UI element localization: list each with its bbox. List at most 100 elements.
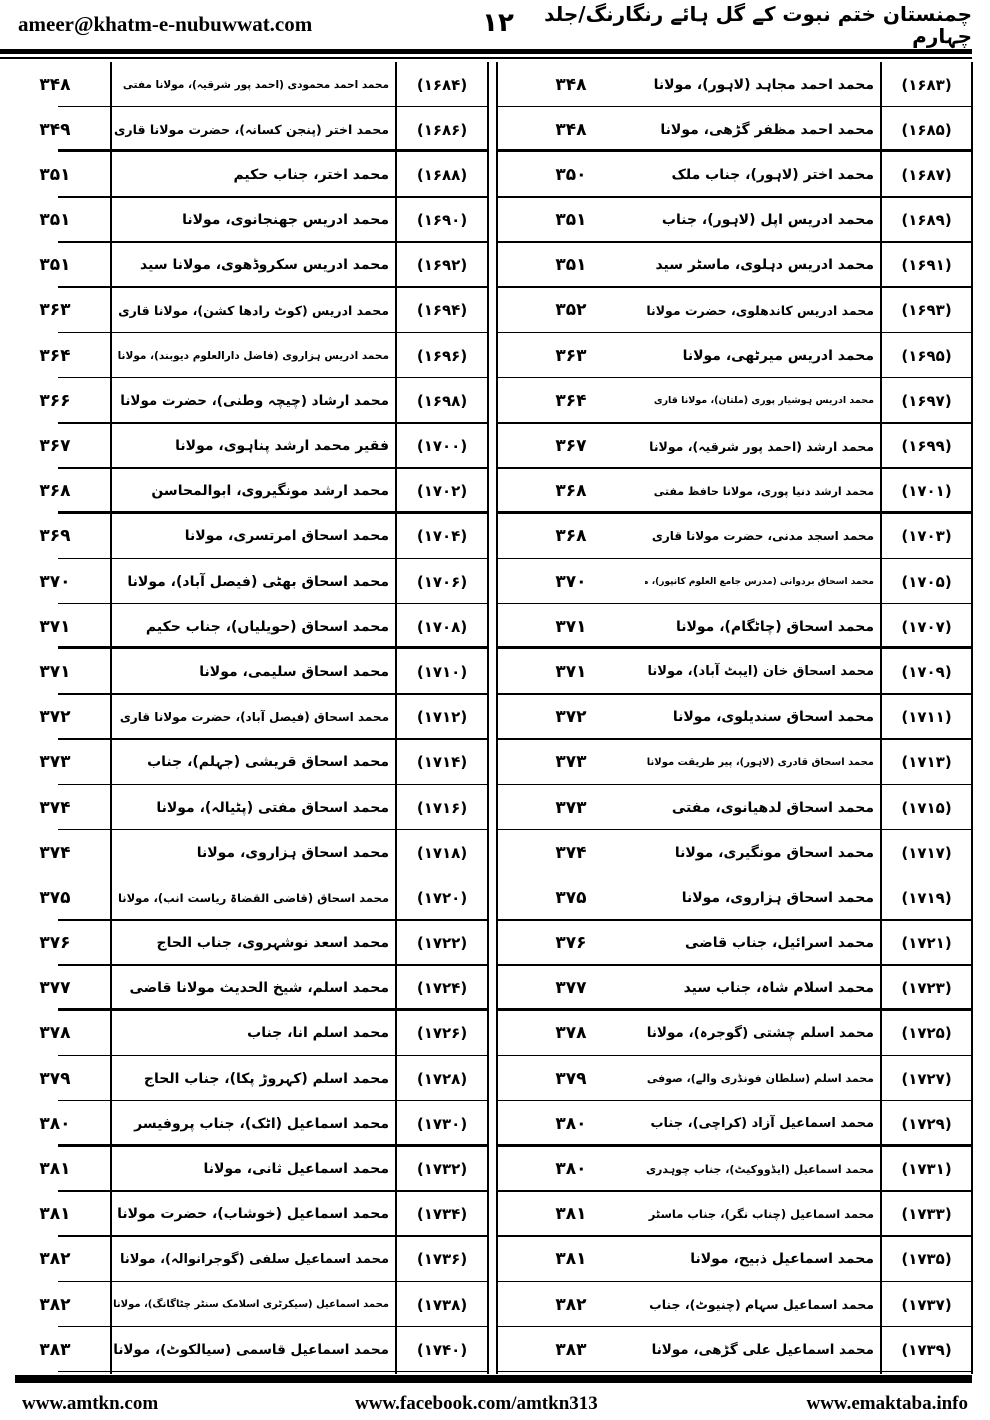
row-divider [58, 467, 488, 469]
entry-page: ۳۷۳ [39, 752, 71, 773]
entry-name: محمد اسلم انا، جناب [247, 1025, 389, 1042]
entry-page: ۳۵۰ [555, 164, 587, 185]
table-row: ۳۷۵ محمد اسحاق (قاضی القضاۃ ریاست انب)، م… [0, 875, 990, 921]
entry-number: (۱۷۳۹) [901, 1340, 952, 1359]
entry-page: ۳۶۳ [555, 345, 587, 366]
row-divider [58, 105, 488, 108]
header-rule-thick [0, 49, 972, 54]
entry-page: ۳۷۷ [39, 978, 71, 999]
entry-number: (۱۷۴۰) [416, 1340, 468, 1359]
column-divider [496, 62, 498, 1374]
entry-page: ۳۸۲ [39, 1249, 71, 1270]
entry-name: محمد ادریس جھنجانوی، مولانا [182, 212, 389, 229]
entry-page: ۳۸۱ [555, 1249, 587, 1270]
row-divider [497, 1054, 972, 1057]
row-divider [58, 1190, 488, 1192]
index-table: ۳۴۸ محمد احمد محمودی (احمد پور شرقیہ)، مو… [0, 62, 990, 1373]
entry-number: (۱۷۱۶) [416, 798, 468, 817]
entry-number: (۱۷۲۲) [416, 934, 468, 953]
table-row: ۳۶۳ محمد ادریس (کوٹ رادھا کشن)، مولانا قا… [0, 288, 990, 334]
entry-page: ۳۷۷ [555, 978, 587, 999]
entry-name: محمد اسعد نوشہروی، جناب الحاج [156, 935, 389, 952]
entry-number: (۱۶۸۸) [416, 165, 468, 184]
column-divider [110, 62, 112, 1374]
entry-name: محمد اسحاق امرتسری، مولانا [184, 528, 389, 545]
entry-page: ۳۷۱ [555, 616, 587, 637]
entry-name: محمد اختر (لاہور)، جناب ملک [671, 166, 874, 183]
entry-number: (۱۷۲۰) [416, 888, 468, 907]
row-divider [58, 1370, 488, 1373]
row-divider [497, 467, 972, 469]
entry-number: (۱۷۳۶) [416, 1250, 468, 1269]
entry-number: (۱۶۹۲) [416, 256, 468, 275]
entry-page: ۳۴۸ [39, 74, 71, 95]
entry-name: محمد ادریس دہلوی، ماسٹر سید [655, 257, 874, 274]
entry-name: محمد اسحاق مونگیری، مولانا [674, 844, 874, 861]
row-divider [497, 557, 972, 560]
entry-name: محمد ادریس (کوٹ رادھا کشن)، مولانا قاری [118, 302, 389, 318]
row-divider [58, 286, 488, 288]
entry-name: محمد اسرائیل، جناب قاضی [685, 935, 874, 952]
column-divider [971, 62, 973, 1374]
entry-page: ۳۷۵ [555, 887, 587, 908]
entry-number: (۱۷۲۶) [416, 1024, 468, 1043]
entry-number: (۱۷۳۴) [416, 1205, 468, 1224]
row-divider [497, 1143, 972, 1147]
entry-name: محمد اسماعیل (خوشاب)، حضرت مولانا [117, 1206, 389, 1223]
entry-number: (۱۷۰۴) [416, 527, 468, 546]
table-row: ۳۴۹ محمد اختر (پنجن کسانہ)، حضرت مولانا ق… [0, 107, 990, 153]
entry-number: (۱۷۱۱) [901, 708, 952, 727]
table-row: ۳۷۹ محمد اسلم (کہروڑ پکا)، جناب الحاج (۱۷۲… [0, 1056, 990, 1102]
table-row: ۳۷۷ محمد اسلم، شیخ الحدیث مولانا قاضی (۱۷۲… [0, 966, 990, 1011]
table-row: ۳۵۱ محمد ادریس جھنجانوی، مولانا (۱۶۹۰) ۳۵۱ م… [0, 198, 990, 243]
entry-page: ۳۶۴ [39, 345, 71, 366]
entry-name: محمد اسماعیل (چناب نگر)، جناب ماسٹر [648, 1207, 874, 1222]
table-row: ۳۷۶ محمد اسعد نوشہروی، جناب الحاج (۱۷۲۲) ۳۷… [0, 921, 990, 966]
row-divider [497, 828, 972, 831]
entry-page: ۳۸۰ [39, 1113, 71, 1134]
entry-name: محمد اسماعیل آزاد (کراچی)، جناب [650, 1116, 874, 1132]
footer-link-right[interactable]: www.emaktaba.info [806, 1393, 968, 1414]
entry-name: محمد ادریس ہزاروی (فاضل دارالعلوم دیوبند… [117, 349, 389, 362]
row-divider [58, 783, 488, 785]
entry-number: (۱۶۹۷) [901, 391, 952, 410]
entry-number: (۱۷۰۷) [901, 617, 952, 636]
entry-page: ۳۷۹ [39, 1068, 71, 1089]
row-divider [497, 1280, 972, 1283]
header-page-number: ۱۲ [482, 8, 514, 38]
entry-number: (۱۷۰۸) [416, 617, 468, 636]
header-rule-thin [0, 57, 972, 59]
entry-name: محمد اسحاق (چاٹگام)، مولانا [675, 618, 874, 635]
entry-page: ۳۴۸ [555, 119, 587, 140]
row-divider [497, 693, 972, 695]
entry-name: محمد اسلام شاہ، جناب سید [683, 980, 874, 997]
entry-number: (۱۶۹۹) [901, 437, 952, 455]
table-row: ۳۷۸ محمد اسلم انا، جناب (۱۷۲۶) ۳۷۸ محمد اسلم… [0, 1011, 990, 1057]
row-divider [497, 510, 972, 514]
entry-name: محمد اسحاق بردوانی (مدرس جامع العلوم کان… [645, 576, 874, 587]
row-divider [497, 286, 972, 288]
entry-page: ۳۶۷ [39, 436, 71, 456]
entry-name: محمد اسماعیل (ایڈووکیٹ)، جناب چوہدری [645, 1162, 874, 1176]
table-row: ۳۷۴ محمد اسحاق مفتی (پٹیالہ)، مولانا (۱۷۱۶… [0, 785, 990, 831]
entry-page: ۳۷۱ [39, 661, 71, 682]
entry-name: محمد اسحاق مفتی (پٹیالہ)، مولانا [156, 799, 389, 816]
entry-page: ۳۴۸ [555, 74, 587, 95]
row-divider [58, 602, 488, 605]
entry-page: ۳۸۲ [39, 1294, 71, 1315]
entry-page: ۳۷۸ [555, 1023, 587, 1044]
footer-link-left[interactable]: www.amtkn.com [22, 1393, 159, 1414]
table-row: ۳۷۲ محمد اسحاق (فیصل آباد)، حضرت مولانا ق… [0, 695, 990, 740]
entry-name: محمد ارشد مونگیروی، ابوالمحاسن [151, 483, 389, 500]
row-divider [58, 1143, 488, 1147]
footer-link-center[interactable]: www.facebook.com/amtkn313 [355, 1393, 598, 1414]
entry-name: محمد اسحاق لدھیانوی، مفتی [671, 799, 874, 816]
entry-name: محمد اسحاق (قاضی القضاۃ ریاست انب)، مولا… [117, 890, 389, 905]
entry-page: ۳۵۱ [39, 210, 71, 231]
entry-name: محمد اسماعیل ثانی، مولانا [203, 1161, 389, 1177]
column-divider [487, 62, 489, 1374]
entry-name: محمد ادریس ہوشیار پوری (ملتان)، مولانا ق… [653, 395, 874, 407]
column-divider [395, 62, 397, 1374]
entry-number: (۱۷۰۲) [416, 482, 468, 501]
entry-number: (۱۷۱۴) [416, 753, 468, 772]
